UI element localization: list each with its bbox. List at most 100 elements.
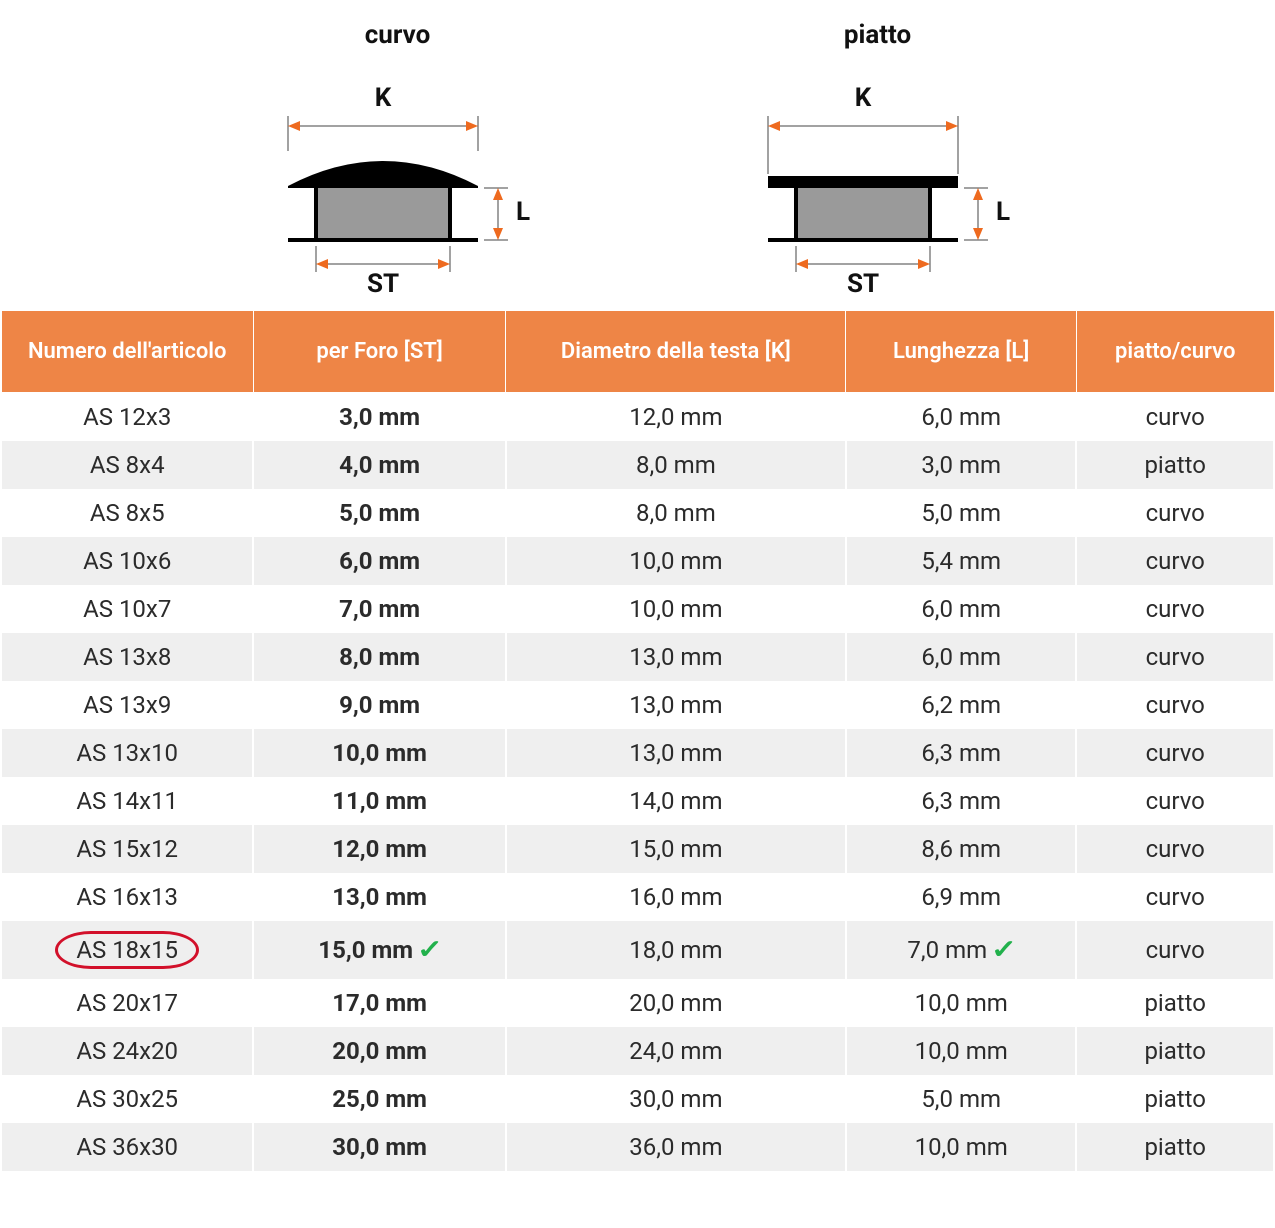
highlight-circle: AS 18x15: [55, 931, 199, 969]
cell-st: 8,0 mm: [253, 633, 505, 681]
cell-l: 6,0 mm: [846, 585, 1076, 633]
spec-table: Numero dell'articolo per Foro [ST] Diame…: [0, 310, 1275, 1171]
table-row: AS 30x2525,0 mm30,0 mm5,0 mmpiatto: [1, 1075, 1274, 1123]
cell-st: 11,0 mm: [253, 777, 505, 825]
cell-type: curvo: [1076, 489, 1274, 537]
col-header-l: Lunghezza [L]: [846, 311, 1076, 393]
cell-article: AS 10x6: [1, 537, 253, 585]
cell-l: 8,6 mm: [846, 825, 1076, 873]
cell-st: 20,0 mm: [253, 1027, 505, 1075]
cell-type: curvo: [1076, 585, 1274, 633]
table-row: AS 14x1111,0 mm14,0 mm6,3 mmcurvo: [1, 777, 1274, 825]
cell-k: 30,0 mm: [506, 1075, 846, 1123]
cell-st: 25,0 mm: [253, 1075, 505, 1123]
cell-article: AS 12x3: [1, 393, 253, 442]
cell-article: AS 8x4: [1, 441, 253, 489]
cell-type: curvo: [1076, 777, 1274, 825]
cell-k: 15,0 mm: [506, 825, 846, 873]
cell-type: curvo: [1076, 633, 1274, 681]
cell-type: curvo: [1076, 681, 1274, 729]
cell-st: 3,0 mm: [253, 393, 505, 442]
cell-k: 8,0 mm: [506, 441, 846, 489]
cell-l: 5,4 mm: [846, 537, 1076, 585]
cell-k: 13,0 mm: [506, 729, 846, 777]
cell-type: piatto: [1076, 1075, 1274, 1123]
cell-k: 12,0 mm: [506, 393, 846, 442]
table-row: AS 10x66,0 mm10,0 mm5,4 mmcurvo: [1, 537, 1274, 585]
cell-article: AS 13x10: [1, 729, 253, 777]
cell-k: 10,0 mm: [506, 585, 846, 633]
cell-st: 10,0 mm: [253, 729, 505, 777]
cell-l: 10,0 mm: [846, 1123, 1076, 1171]
table-row: AS 15x1212,0 mm15,0 mm8,6 mmcurvo: [1, 825, 1274, 873]
diagram-piatto: piatto K: [728, 20, 1028, 300]
cell-l: 6,9 mm: [846, 873, 1076, 921]
cell-st: 13,0 mm: [253, 873, 505, 921]
label-l: L: [515, 197, 529, 227]
cell-article: AS 18x15: [1, 921, 253, 979]
cell-article: AS 13x8: [1, 633, 253, 681]
cell-l: 6,2 mm: [846, 681, 1076, 729]
table-row: AS 8x55,0 mm8,0 mm5,0 mmcurvo: [1, 489, 1274, 537]
cell-article: AS 13x9: [1, 681, 253, 729]
cell-type: curvo: [1076, 873, 1274, 921]
table-row: AS 18x15 15,0 mm✓18,0 mm7,0 mm✓curvo: [1, 921, 1274, 979]
table-row: AS 36x3030,0 mm36,0 mm10,0 mmpiatto: [1, 1123, 1274, 1171]
table-row: AS 20x1717,0 mm20,0 mm10,0 mmpiatto: [1, 979, 1274, 1027]
label-st: ST: [366, 269, 398, 296]
cell-k: 13,0 mm: [506, 633, 846, 681]
cell-article: AS 36x30: [1, 1123, 253, 1171]
table-row: AS 8x44,0 mm8,0 mm3,0 mmpiatto: [1, 441, 1274, 489]
cell-type: curvo: [1076, 921, 1274, 979]
col-header-st: per Foro [ST]: [253, 311, 505, 393]
cell-l: 6,3 mm: [846, 777, 1076, 825]
cell-st: 15,0 mm✓: [253, 921, 505, 979]
cell-l: 5,0 mm: [846, 1075, 1076, 1123]
cell-st: 12,0 mm: [253, 825, 505, 873]
cell-l: 6,3 mm: [846, 729, 1076, 777]
cell-st: 9,0 mm: [253, 681, 505, 729]
cell-type: curvo: [1076, 393, 1274, 442]
check-icon: ✓: [991, 935, 1017, 965]
cell-l: 10,0 mm: [846, 1027, 1076, 1075]
diagram-piatto-title: piatto: [728, 20, 1028, 50]
label-st: ST: [846, 269, 878, 296]
label-l: L: [995, 197, 1009, 227]
table-row: AS 24x2020,0 mm24,0 mm10,0 mmpiatto: [1, 1027, 1274, 1075]
cell-k: 18,0 mm: [506, 921, 846, 979]
cell-k: 20,0 mm: [506, 979, 846, 1027]
table-row: AS 16x1313,0 mm16,0 mm6,9 mmcurvo: [1, 873, 1274, 921]
cell-k: 16,0 mm: [506, 873, 846, 921]
cell-type: curvo: [1076, 537, 1274, 585]
cell-st: 5,0 mm: [253, 489, 505, 537]
cell-l: 6,0 mm: [846, 633, 1076, 681]
cell-article: AS 8x5: [1, 489, 253, 537]
label-k: K: [854, 83, 871, 113]
cell-l: 3,0 mm: [846, 441, 1076, 489]
col-header-article: Numero dell'articolo: [1, 311, 253, 393]
cell-article: AS 30x25: [1, 1075, 253, 1123]
cell-article: AS 10x7: [1, 585, 253, 633]
cell-type: curvo: [1076, 729, 1274, 777]
diagram-curvo-title: curvo: [248, 20, 548, 50]
col-header-type: piatto/curvo: [1076, 311, 1274, 393]
check-icon: ✓: [417, 935, 443, 965]
cell-k: 13,0 mm: [506, 681, 846, 729]
cell-type: curvo: [1076, 825, 1274, 873]
cell-article: AS 20x17: [1, 979, 253, 1027]
cell-type: piatto: [1076, 441, 1274, 489]
cell-article: AS 15x12: [1, 825, 253, 873]
cell-k: 36,0 mm: [506, 1123, 846, 1171]
cell-article: AS 14x11: [1, 777, 253, 825]
table-header-row: Numero dell'articolo per Foro [ST] Diame…: [1, 311, 1274, 393]
diagram-curvo: curvo K: [248, 20, 548, 300]
cell-st: 6,0 mm: [253, 537, 505, 585]
table-row: AS 13x99,0 mm13,0 mm6,2 mmcurvo: [1, 681, 1274, 729]
cell-l: 10,0 mm: [846, 979, 1076, 1027]
cell-l: 7,0 mm✓: [846, 921, 1076, 979]
cell-article: AS 16x13: [1, 873, 253, 921]
table-row: AS 12x33,0 mm12,0 mm6,0 mmcurvo: [1, 393, 1274, 442]
table-row: AS 13x1010,0 mm13,0 mm6,3 mmcurvo: [1, 729, 1274, 777]
cell-k: 10,0 mm: [506, 537, 846, 585]
cell-st: 30,0 mm: [253, 1123, 505, 1171]
